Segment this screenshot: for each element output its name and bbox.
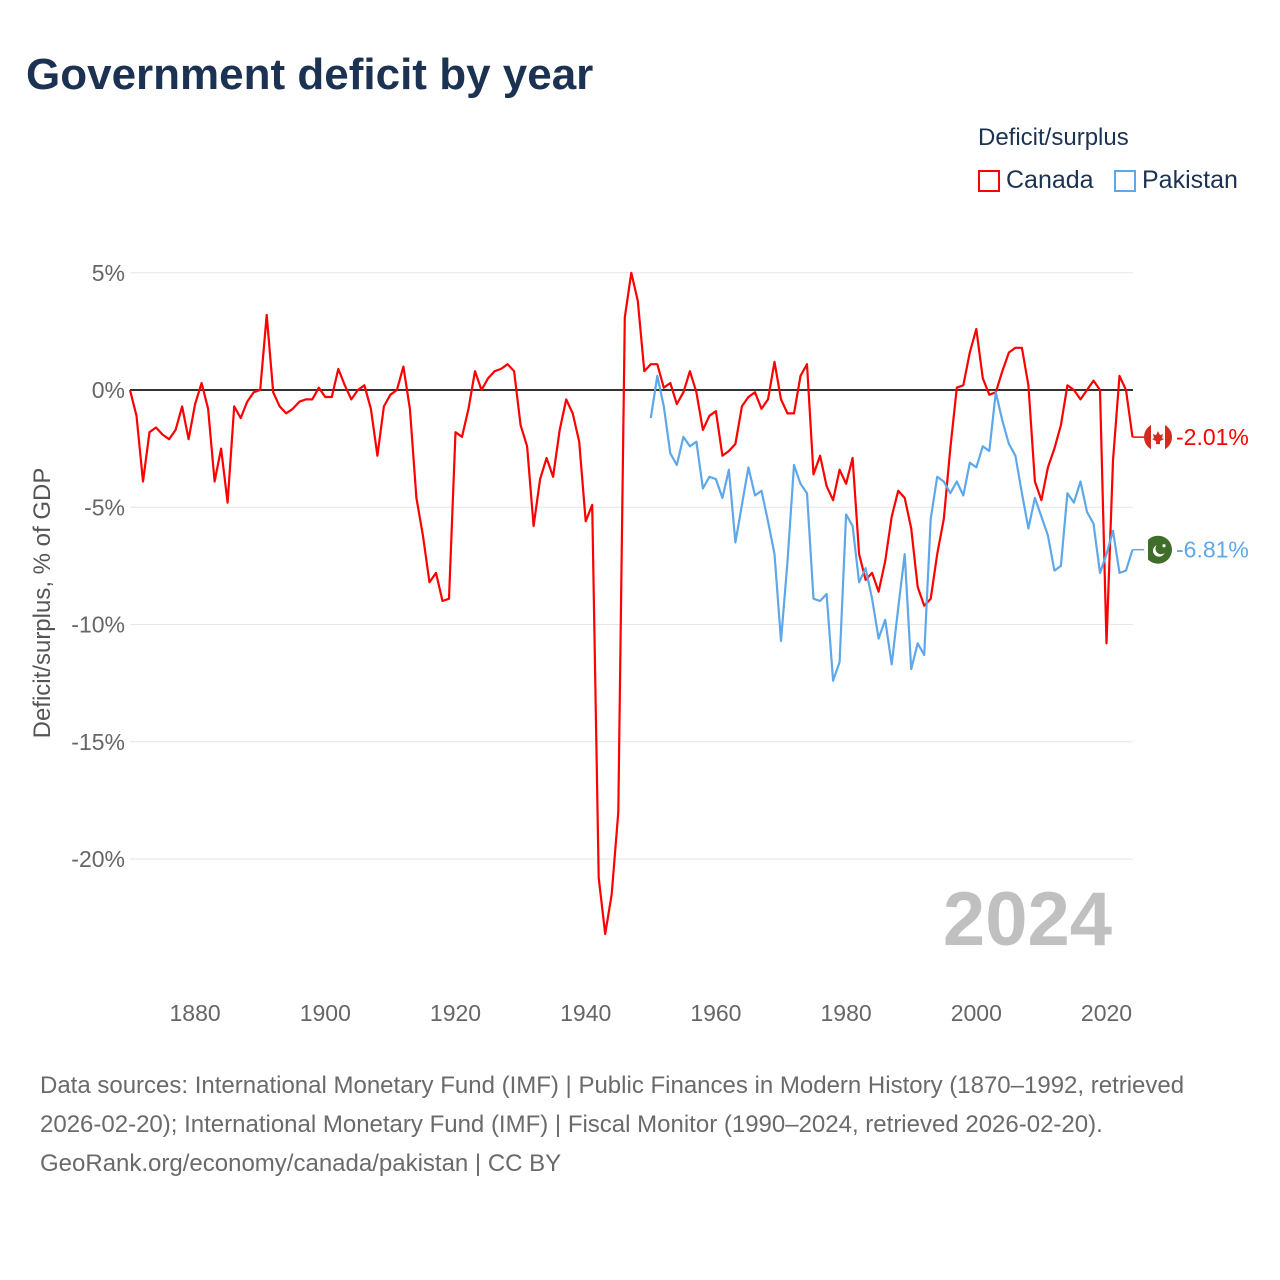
y-tick-label: -20% <box>71 846 125 872</box>
series-line-pakistan <box>649 374 1134 682</box>
maple-leaf-icon <box>1152 431 1164 445</box>
legend-label-canada: Canada <box>1006 166 1094 194</box>
y-tick-label: -15% <box>71 729 125 755</box>
x-tick-label: 1960 <box>690 1000 741 1026</box>
chart-title: Government deficit by year <box>26 50 594 99</box>
x-tick-label: 1920 <box>430 1000 481 1026</box>
data-sources: Data sources: International Monetary Fun… <box>40 1072 1185 1138</box>
y-tick-label: 5% <box>92 260 125 286</box>
legend-label-pakistan: Pakistan <box>1142 166 1238 194</box>
x-tick-label: 1940 <box>560 1000 611 1026</box>
credit-link[interactable]: GeoRank.org/economy/canada/pakistan | CC… <box>40 1150 562 1177</box>
legend-swatch-pakistan <box>1114 169 1136 192</box>
legend-title: Deficit/surplus <box>978 124 1129 151</box>
end-value-label: -6.81% <box>1176 537 1249 563</box>
canada-flag-band <box>1144 425 1151 450</box>
y-axis-label: Deficit/surplus, % of GDP <box>29 468 56 739</box>
legend-item-canada[interactable]: Canada <box>978 166 1094 195</box>
legend-item-pakistan[interactable]: Pakistan <box>1114 166 1238 195</box>
legend-swatch-canada <box>978 169 1000 192</box>
series-line-canada <box>128 271 1134 936</box>
pakistan-flag-band <box>1143 539 1148 560</box>
x-tick-label: 1900 <box>300 1000 351 1026</box>
x-tick-label: 1980 <box>821 1000 872 1026</box>
star-icon <box>1162 544 1166 548</box>
year-watermark: 2024 <box>943 877 1112 962</box>
y-tick-label: -5% <box>84 494 125 520</box>
x-tick-label: 1880 <box>170 1000 221 1026</box>
x-tick-label: 2000 <box>951 1000 1002 1026</box>
y-tick-label: 0% <box>92 377 125 403</box>
x-tick-label: 2020 <box>1081 1000 1132 1026</box>
y-tick-label: -10% <box>71 612 125 638</box>
end-value-label: -2.01% <box>1176 424 1249 450</box>
footer: Data sources: International Monetary Fun… <box>40 1066 1240 1183</box>
canada-flag-band <box>1165 425 1172 450</box>
